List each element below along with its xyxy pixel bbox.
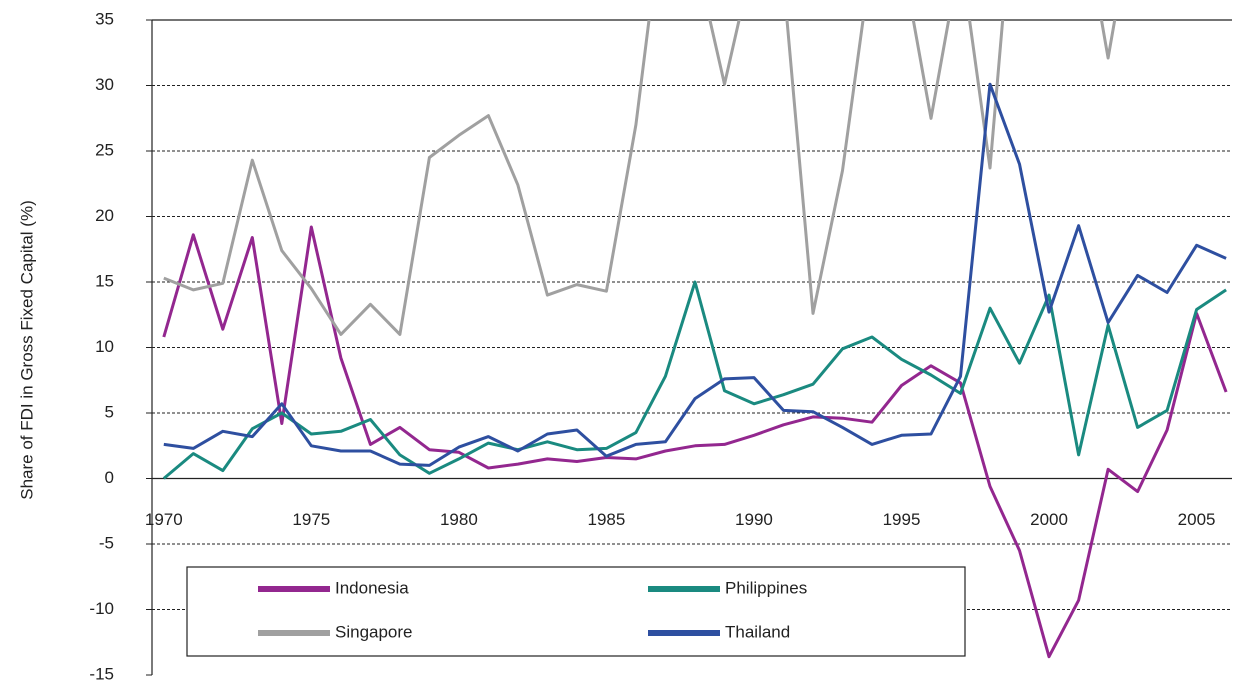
series-line (163, 20, 1117, 336)
y-tick-label: -15 (89, 664, 114, 683)
x-tick-label: 1990 (735, 510, 773, 529)
x-tick-label: 1995 (883, 510, 921, 529)
grid: -15 -10 -5 0 5 10 15 20 25 30 35 1970 1975 1980 1985 19… (89, 9, 1232, 683)
legend-label: Singapore (335, 622, 413, 641)
series-line (162, 280, 1227, 480)
y-tick-label: 20 (95, 206, 114, 225)
y-tick-label: -10 (89, 599, 114, 618)
y-tick-label: 10 (95, 337, 114, 356)
x-tick-label: 2005 (1178, 510, 1216, 529)
x-tick-label: 1970 (145, 510, 183, 529)
y-tick-label: 5 (105, 402, 114, 421)
y-axis-label: Share of FDI in Gross Fixed Capital (%) (17, 200, 36, 499)
y-tick-label: 15 (95, 271, 114, 290)
y-tick-label: 35 (95, 9, 114, 28)
x-tick-label: 1985 (588, 510, 626, 529)
legend-label: Indonesia (335, 578, 409, 597)
legend-box (186, 566, 966, 657)
x-tick-label: 1975 (292, 510, 330, 529)
x-tick-label: 2000 (1030, 510, 1068, 529)
series-line (162, 225, 1228, 659)
y-tick-label: 0 (105, 468, 114, 487)
legend-label: Philippines (725, 578, 807, 597)
legend-label: Thailand (725, 622, 790, 641)
y-tick-label: 25 (95, 140, 114, 159)
legend: Indonesia Philippines Singapore Thailand (186, 566, 966, 657)
y-tick-label: 30 (95, 75, 114, 94)
plot-area (162, 20, 1228, 659)
y-tick-label: -5 (99, 533, 114, 552)
x-tick-label: 1980 (440, 510, 478, 529)
series-line (163, 82, 1227, 467)
